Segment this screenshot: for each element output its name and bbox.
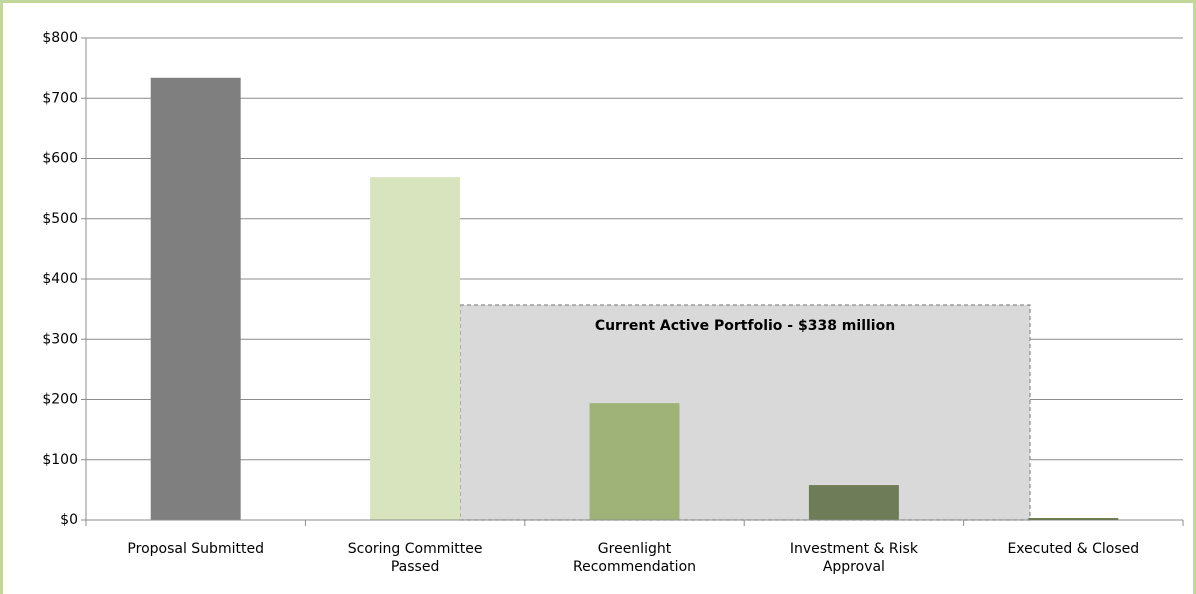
y-tick-label: $0 bbox=[60, 512, 78, 528]
y-tick-label: $100 bbox=[42, 452, 78, 468]
bars bbox=[150, 77, 1119, 521]
y-tick-label: $400 bbox=[42, 271, 78, 287]
y-tick-label: $700 bbox=[42, 90, 78, 106]
x-tick-label: Proposal Submitted bbox=[127, 541, 264, 557]
portfolio-box bbox=[459, 304, 1031, 521]
y-tick-label: $500 bbox=[42, 211, 78, 227]
bar bbox=[808, 485, 899, 520]
y-tick-label: $200 bbox=[42, 392, 78, 408]
x-tick-label: Executed & Closed bbox=[1007, 541, 1140, 557]
bar bbox=[1028, 518, 1119, 520]
bar bbox=[150, 77, 241, 520]
bar bbox=[370, 177, 461, 521]
x-tick-label: Scoring Committee Passed bbox=[347, 541, 483, 575]
x-tick-label: Greenlight Recommendation bbox=[572, 541, 697, 575]
y-tick-label: $600 bbox=[42, 151, 78, 167]
x-tick-label: Investment & Risk Approval bbox=[789, 541, 918, 575]
y-tick-label: $300 bbox=[42, 331, 78, 347]
bar bbox=[589, 403, 680, 520]
y-tick-label: $800 bbox=[42, 30, 78, 46]
annotation: Current Active Portfolio - $338 million bbox=[595, 318, 895, 334]
